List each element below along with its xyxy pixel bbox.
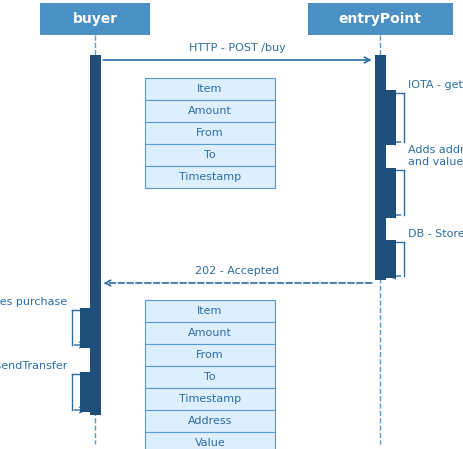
Bar	[145, 344, 275, 366]
Text: Timestamp: Timestamp	[179, 394, 241, 404]
Bar	[145, 322, 275, 344]
Bar	[375, 55, 386, 280]
Text: To: To	[204, 372, 216, 382]
Bar	[307, 3, 452, 35]
Bar	[145, 432, 275, 449]
Bar	[386, 90, 395, 145]
Bar	[386, 168, 395, 218]
Text: Value: Value	[194, 438, 225, 448]
Text: Item: Item	[197, 306, 223, 316]
Bar	[145, 100, 275, 122]
Bar	[80, 308, 89, 348]
Text: From: From	[196, 128, 224, 138]
Text: Adds address
and value to payload: Adds address and value to payload	[407, 145, 463, 167]
Bar	[386, 240, 395, 278]
Text: IOTA - getNewAddress: IOTA - getNewAddress	[407, 80, 463, 90]
Text: Amount: Amount	[188, 106, 232, 116]
Text: To: To	[204, 150, 216, 160]
Text: DB - Stores purchase: DB - Stores purchase	[0, 297, 68, 307]
Bar	[145, 144, 275, 166]
Text: 202 - Accepted: 202 - Accepted	[195, 266, 280, 276]
Text: Timestamp: Timestamp	[179, 172, 241, 182]
Bar	[89, 55, 100, 415]
Bar	[145, 300, 275, 322]
Text: Amount: Amount	[188, 328, 232, 338]
Bar	[80, 372, 89, 412]
Bar	[145, 388, 275, 410]
Text: From: From	[196, 350, 224, 360]
Bar	[145, 122, 275, 144]
Text: IOTA - sendTransfer: IOTA - sendTransfer	[0, 361, 68, 371]
Text: DB - Stores sale: DB - Stores sale	[407, 229, 463, 239]
Bar	[145, 78, 275, 100]
Bar	[145, 366, 275, 388]
Text: entryPoint: entryPoint	[338, 12, 421, 26]
Bar	[145, 410, 275, 432]
Text: buyer: buyer	[72, 12, 118, 26]
Text: HTTP - POST /buy: HTTP - POST /buy	[189, 43, 286, 53]
Text: Item: Item	[197, 84, 223, 94]
Text: Address: Address	[188, 416, 232, 426]
Bar	[145, 166, 275, 188]
Bar	[40, 3, 150, 35]
